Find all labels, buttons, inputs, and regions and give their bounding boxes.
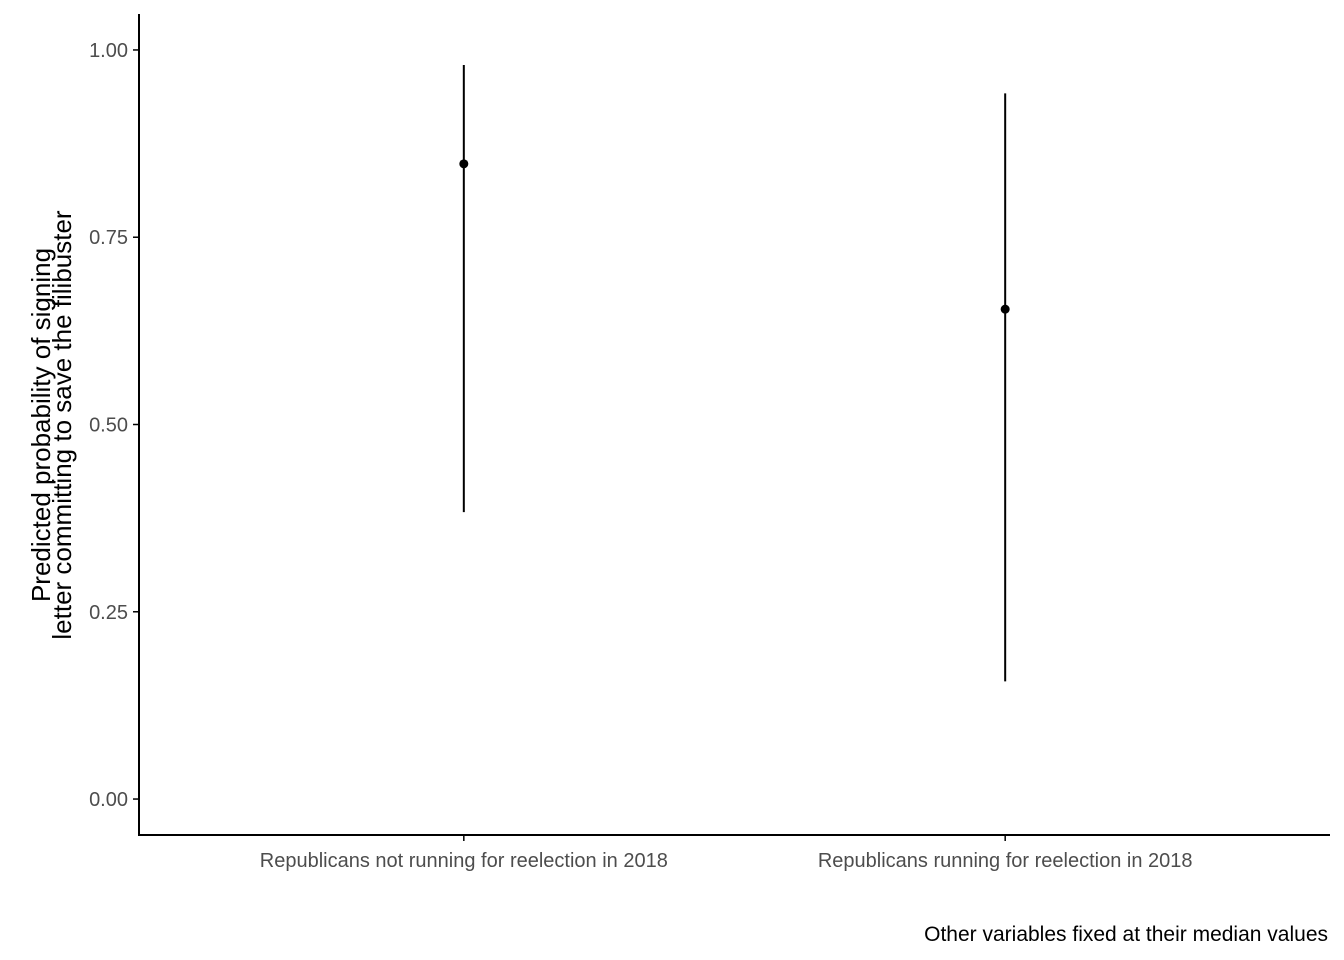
y-axis-title-line-1: Predicted probability of signing [26,248,56,602]
y-tick-label: 1.00 [89,40,128,62]
x-tick-label: Republicans running for reelection in 20… [818,850,1193,872]
point-estimate [459,159,469,169]
y-tick-label: 0.50 [89,415,128,437]
point-estimate [1000,304,1010,314]
y-tick-label: 0.00 [89,789,128,811]
y-axis-title: Predicted probability of signing letter … [26,210,77,640]
y-axis-ticks: 0.00 0.25 0.50 0.75 1.00 [89,40,139,811]
chart-caption: Other variables fixed at their median va… [924,923,1328,946]
y-tick-label: 0.25 [89,602,128,624]
y-axis-title-line-2: letter committing to save the filibuster [47,210,77,640]
x-axis-ticks: Republicans not running for reelection i… [260,835,1193,872]
chart-marks [459,64,1010,682]
x-tick-label: Republicans not running for reelection i… [260,850,668,872]
y-tick-label: 0.75 [89,227,128,249]
